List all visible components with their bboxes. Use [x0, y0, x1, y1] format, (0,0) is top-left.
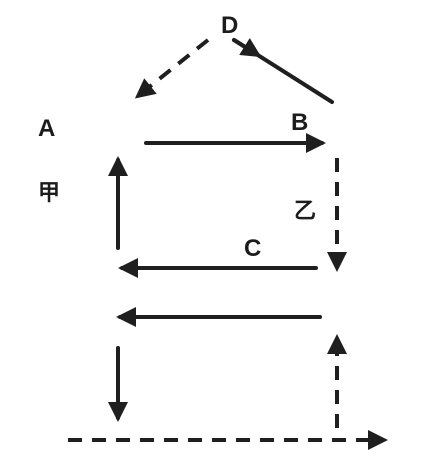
label-c: C	[244, 235, 261, 262]
label-yi: 乙	[294, 199, 316, 224]
label-b: B	[291, 109, 308, 136]
label-d: D	[221, 12, 238, 39]
solid-roof-right-arrow	[232, 38, 262, 58]
dashed-roof-left-arrow	[134, 38, 210, 99]
label-a: A	[38, 115, 55, 142]
label-jia: 甲	[38, 181, 60, 206]
